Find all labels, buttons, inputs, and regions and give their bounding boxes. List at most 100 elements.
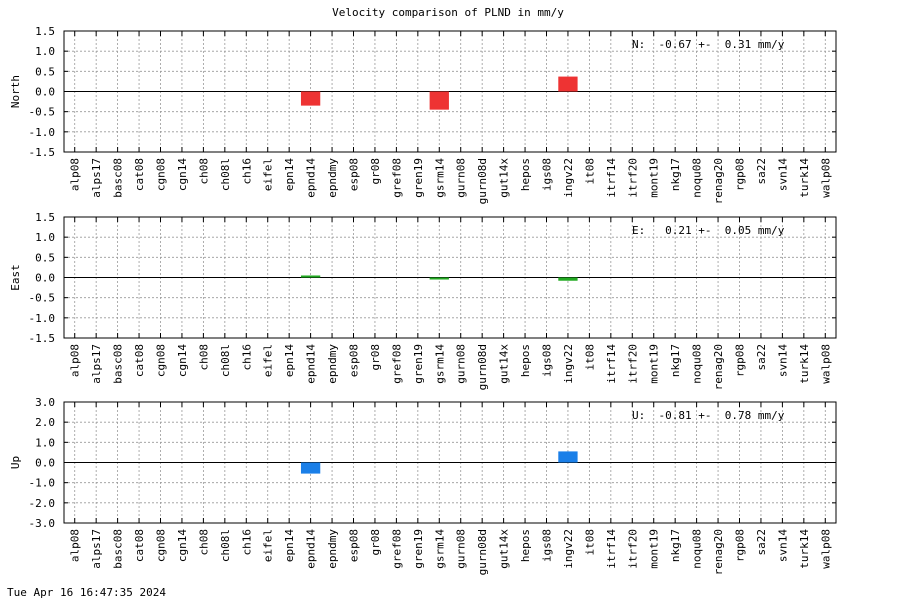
velocity-annotation: N: -0.67 +- 0.31 mm/y [632,38,785,51]
x-tick-label: turk14 [798,158,811,198]
x-tick-label: renag20 [712,344,725,390]
x-tick-label: alp08 [69,529,82,562]
chart-title: Velocity comparison of PLND in mm/y [332,6,564,19]
x-tick-label: noqu08 [691,158,704,198]
x-tick-label: alps17 [90,529,103,569]
x-tick-label: hepos [519,344,532,377]
x-tick-label: igs08 [541,529,554,562]
x-tick-label: sa22 [755,158,768,185]
x-tick-label: gren19 [412,529,425,569]
x-tick-label: basc08 [112,529,125,569]
y-tick-label: -0.5 [29,106,56,119]
x-tick-label: cgn14 [176,529,189,562]
x-tick-label: esp08 [348,158,361,191]
x-tick-label: ch08l [219,344,232,377]
x-tick-label: epnd14 [305,158,318,198]
x-tick-label: itrf20 [626,529,639,569]
x-tick-label: turk14 [798,529,811,569]
y-tick-label: -1.0 [29,477,56,490]
plot-frame [63,216,837,339]
x-tick-label: cat08 [133,529,146,562]
y-tick-label: 1.0 [35,45,55,58]
x-tick-label: alp08 [69,344,82,377]
x-tick-label: renag20 [712,158,725,204]
x-tick-label: igs08 [541,344,554,377]
bar-gsrm14 [429,277,449,280]
y-tick-label: 1.5 [35,211,55,224]
y-tick-label: 1.0 [35,436,55,449]
y-tick-label: -2.0 [29,497,56,510]
plot-frame [63,30,837,153]
x-tick-label: ch08 [197,344,210,371]
bar-gsrm14 [429,91,449,110]
x-tick-label: cgn14 [176,344,189,377]
x-tick-label: esp08 [348,529,361,562]
x-tick-label: gut14x [498,344,511,384]
x-tick-label: ingv22 [562,529,575,569]
y-tick-label: 0.0 [35,272,55,285]
plot-frame [63,401,837,524]
x-tick-label: gref08 [390,344,403,384]
y-tick-label: 3.0 [35,396,55,409]
x-tick-label: it08 [583,158,596,185]
x-tick-label: alps17 [90,158,103,198]
x-tick-label: svn14 [776,529,789,562]
x-tick-label: gsrm14 [433,529,446,569]
x-tick-label: epnd14 [305,344,318,384]
x-tick-label: alps17 [90,344,103,384]
x-tick-label: ch08l [219,158,232,191]
x-tick-label: esp08 [348,344,361,377]
velocity-annotation: E: 0.21 +- 0.05 mm/y [632,224,785,237]
bar-ingv22 [558,277,578,281]
x-tick-label: itrf14 [605,344,618,384]
x-tick-label: nkg17 [669,529,682,562]
x-tick-label: gr08 [369,529,382,556]
x-tick-label: mont19 [648,344,661,384]
x-tick-label: itrf20 [626,344,639,384]
x-tick-label: mont19 [648,158,661,198]
x-tick-label: basc08 [112,158,125,198]
x-tick-label: gr08 [369,344,382,371]
y-axis-label: East [9,264,22,291]
x-tick-label: ch08l [219,529,232,562]
x-tick-label: gref08 [390,158,403,198]
x-tick-label: gren19 [412,158,425,198]
x-tick-label: alp08 [69,158,82,191]
x-tick-label: turk14 [798,344,811,384]
x-tick-label: gut14x [498,158,511,198]
x-tick-label: epndmy [326,344,339,384]
x-tick-label: gurn08d [476,529,489,575]
x-tick-label: gurn08 [455,158,468,198]
x-tick-label: cat08 [133,158,146,191]
x-tick-label: eifel [262,158,275,191]
y-tick-label: -1.5 [29,146,56,159]
x-tick-label: walp08 [819,344,832,384]
y-tick-label: 1.0 [35,231,55,244]
x-tick-label: cat08 [133,344,146,377]
x-tick-label: ch08 [197,529,210,556]
x-tick-label: epnd14 [305,529,318,569]
x-tick-label: rgp08 [734,344,747,377]
x-tick-label: ch16 [240,158,253,185]
x-tick-label: gurn08d [476,344,489,390]
bar-ingv22 [558,451,578,463]
x-tick-label: gurn08 [455,529,468,569]
x-tick-label: itrf14 [605,529,618,569]
x-tick-label: cgn08 [155,529,168,562]
y-tick-label: -1.0 [29,126,56,139]
x-tick-label: rgp08 [734,529,747,562]
y-tick-label: -1.5 [29,332,56,345]
x-tick-label: epn14 [283,529,296,562]
x-tick-label: cgn08 [155,344,168,377]
x-tick-label: gut14x [498,529,511,569]
x-tick-label: itrf14 [605,158,618,198]
x-tick-label: ch16 [240,344,253,371]
x-tick-label: mont19 [648,529,661,569]
x-tick-label: svn14 [776,344,789,377]
x-tick-label: epndmy [326,158,339,198]
x-tick-label: cgn14 [176,158,189,191]
y-tick-label: 1.5 [35,25,55,38]
x-tick-label: gref08 [390,529,403,569]
y-tick-label: 0.0 [35,86,55,99]
